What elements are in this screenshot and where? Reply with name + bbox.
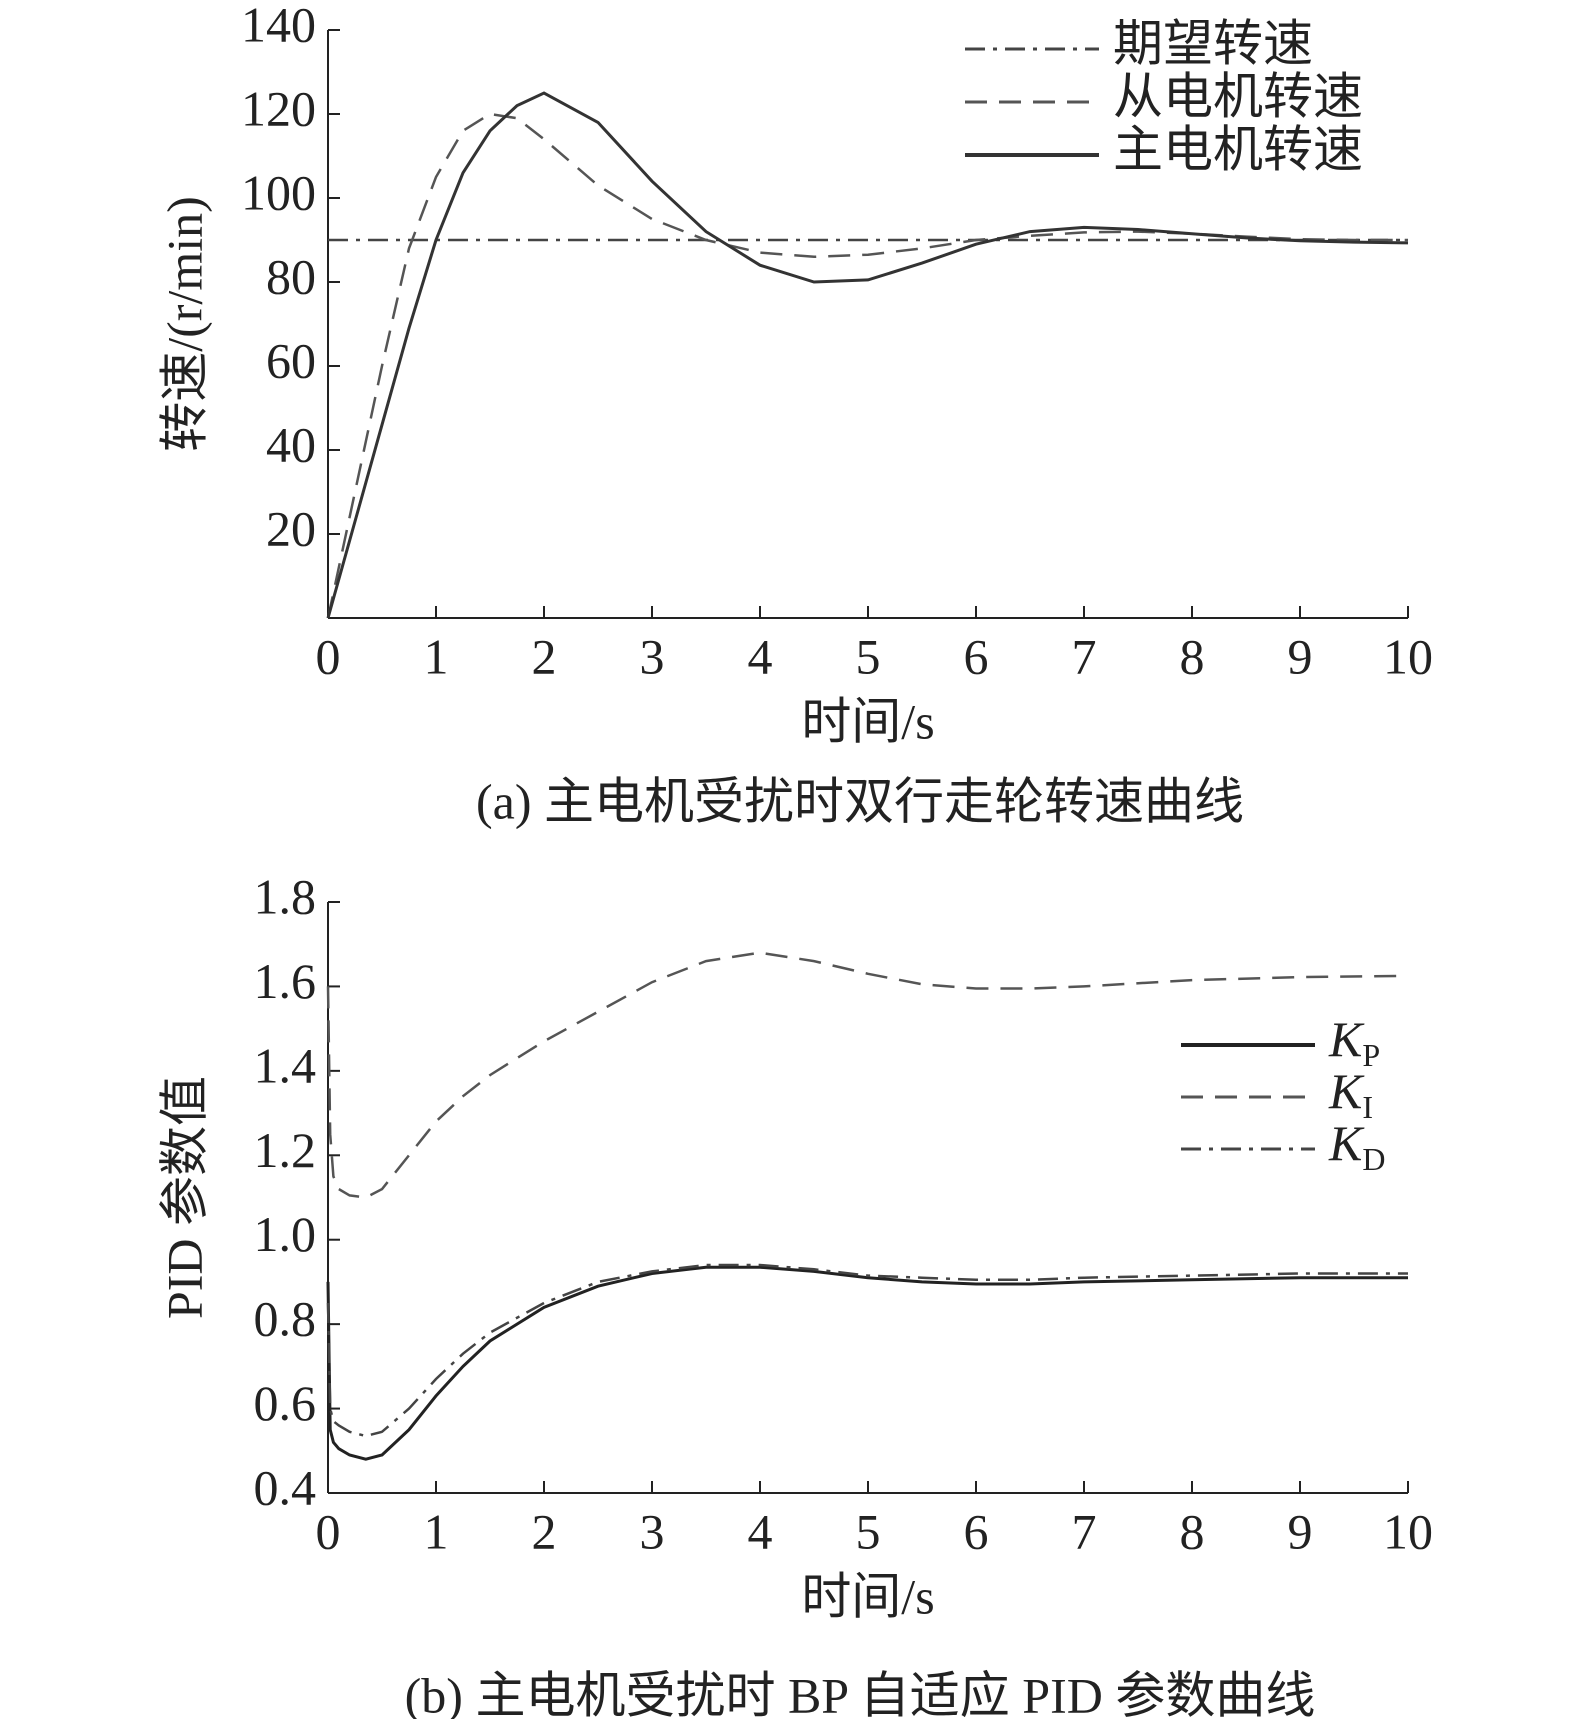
series-line xyxy=(326,951,1409,1199)
y-tick-label: 40 xyxy=(266,416,316,472)
legend-subscript: D xyxy=(1362,1141,1385,1177)
legend-symbol: K xyxy=(1328,1063,1365,1119)
y-tick-label: 20 xyxy=(266,500,316,556)
x-tick-label: 10 xyxy=(1383,1503,1433,1559)
x-tick-label: 6 xyxy=(964,628,989,684)
y-tick-label: 60 xyxy=(266,332,316,388)
x-tick-label: 7 xyxy=(1072,1503,1097,1559)
x-tick-label: 1 xyxy=(424,1503,449,1559)
y-tick-label: 100 xyxy=(241,164,316,220)
legend-label: 期望转速 xyxy=(1113,15,1313,71)
x-tick-label: 2 xyxy=(532,628,557,684)
y-tick-label: 0.8 xyxy=(254,1291,317,1347)
x-tick-label: 6 xyxy=(964,1503,989,1559)
x-tick-label: 10 xyxy=(1383,628,1433,684)
x-tick-label: 2 xyxy=(532,1503,557,1559)
y-tick-label: 1.8 xyxy=(254,868,317,924)
legend-symbol: K xyxy=(1328,1011,1365,1067)
legend-symbol: K xyxy=(1328,1115,1365,1171)
legend-subscript: P xyxy=(1362,1037,1380,1073)
legend-label: KP xyxy=(1328,1011,1380,1073)
y-tick-label: 0.6 xyxy=(254,1375,317,1431)
x-tick-label: 8 xyxy=(1180,1503,1205,1559)
x-tick-label: 0 xyxy=(316,628,341,684)
x-tick-label: 3 xyxy=(640,1503,665,1559)
legend-label: KI xyxy=(1328,1063,1373,1125)
x-tick-label: 5 xyxy=(856,1503,881,1559)
y-tick-label: 1.4 xyxy=(254,1037,317,1093)
y-tick-label: 120 xyxy=(241,80,316,136)
series-line xyxy=(326,1265,1408,1461)
x-tick-label: 1 xyxy=(424,628,449,684)
y-tick-label: 1.6 xyxy=(254,953,317,1009)
x-tick-label: 9 xyxy=(1288,1503,1313,1559)
y-tick-label: 1.0 xyxy=(254,1206,317,1262)
y-tick-label: 140 xyxy=(241,0,316,52)
legend-label: 从电机转速 xyxy=(1113,68,1363,124)
caption: (b) 主电机受扰时 BP 自适应 PID 参数曲线 xyxy=(405,1667,1316,1719)
series-line xyxy=(326,112,1408,619)
x-tick-label: 0 xyxy=(316,1503,341,1559)
x-tick-label: 9 xyxy=(1288,628,1313,684)
y-axis-label: PID 参数值 xyxy=(156,1076,212,1319)
series-line xyxy=(326,91,1409,619)
y-tick-label: 80 xyxy=(266,248,316,304)
x-tick-label: 4 xyxy=(748,1503,773,1559)
series-line xyxy=(326,1263,1408,1438)
y-axis-label: 转速/(r/min) xyxy=(156,196,212,452)
x-axis-label: 时间/s xyxy=(801,693,934,749)
x-tick-label: 7 xyxy=(1072,628,1097,684)
x-tick-label: 5 xyxy=(856,628,881,684)
legend-label: 主电机转速 xyxy=(1113,121,1363,177)
x-tick-label: 4 xyxy=(748,628,773,684)
x-tick-label: 8 xyxy=(1180,628,1205,684)
x-tick-label: 3 xyxy=(640,628,665,684)
x-axis-label: 时间/s xyxy=(801,1568,934,1624)
y-tick-label: 0.4 xyxy=(254,1459,317,1515)
legend-subscript: I xyxy=(1362,1089,1373,1125)
caption: (a) 主电机受扰时双行走轮转速曲线 xyxy=(476,773,1244,829)
y-tick-label: 1.2 xyxy=(254,1122,317,1178)
legend-label: KD xyxy=(1328,1115,1385,1177)
